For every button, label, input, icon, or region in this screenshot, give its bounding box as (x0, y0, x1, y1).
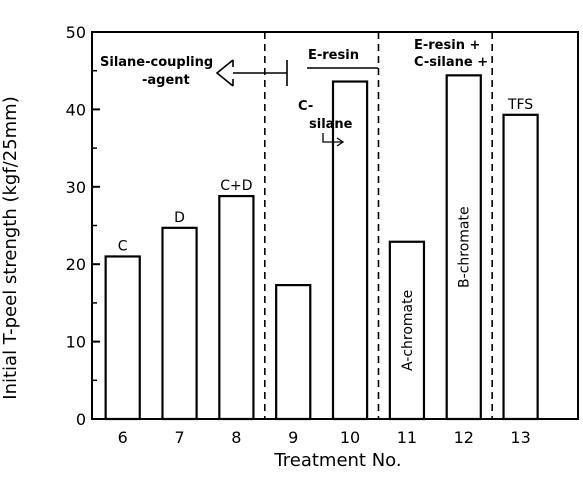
y-tick-label: 20 (66, 255, 86, 274)
x-axis-title: Treatment No. (273, 450, 401, 471)
annotation-e-resin-plus: E-resin + (414, 38, 480, 53)
x-tick-label: 9 (288, 428, 298, 447)
bar (331, 80, 369, 421)
y-tick-label: 50 (66, 23, 86, 42)
bar (161, 226, 198, 421)
bar-inner-label: A-chromate (400, 290, 416, 371)
y-axis-title: Initial T-peel strength (kgf/25mm) (0, 96, 21, 399)
x-tick-label: 6 (118, 428, 128, 447)
bar (445, 74, 482, 421)
annotation-c-silane-line2: silane (309, 117, 353, 132)
bar-inner-label: B-chromate (457, 206, 473, 288)
x-tick-label: 10 (340, 428, 360, 447)
y-axis-title-group: Initial T-peel strength (kgf/25mm) (0, 96, 21, 399)
y-tick-label: 40 (66, 100, 86, 119)
x-tick-label: 7 (174, 428, 184, 447)
x-tick-label: 8 (231, 428, 241, 447)
x-tick-label: 12 (454, 428, 474, 447)
bar (104, 255, 141, 421)
y-tick-label: 30 (66, 178, 86, 197)
annotation-c-silane-plus: C-silane + (414, 55, 488, 70)
bar-top-label: D (174, 210, 185, 226)
annotation-c-silane-line1: C- (298, 99, 313, 114)
x-tick-label: 11 (397, 428, 417, 447)
annotation-silane-line2: -agent (142, 73, 190, 88)
bar (218, 194, 255, 421)
bar (275, 283, 312, 421)
y-tick-label: 10 (66, 333, 86, 352)
x-tick-label: 13 (510, 428, 530, 447)
y-tick-label: 0 (76, 410, 86, 429)
bar-top-label: C (118, 238, 128, 254)
annotation-silane-line1: Silane-coupling (100, 55, 213, 70)
bars-layer: C D C+D A-chromate B-chromate TFS (104, 74, 539, 421)
bar-top-label: TFS (507, 97, 533, 113)
bar (502, 113, 539, 421)
bar-top-label: C+D (220, 178, 252, 194)
annotation-e-resin: E-resin (308, 48, 359, 63)
arrow-right-small-icon (322, 133, 345, 147)
dividers-layer (263, 32, 493, 419)
arrow-left-icon (215, 59, 288, 87)
plot-frame (91, 31, 579, 420)
